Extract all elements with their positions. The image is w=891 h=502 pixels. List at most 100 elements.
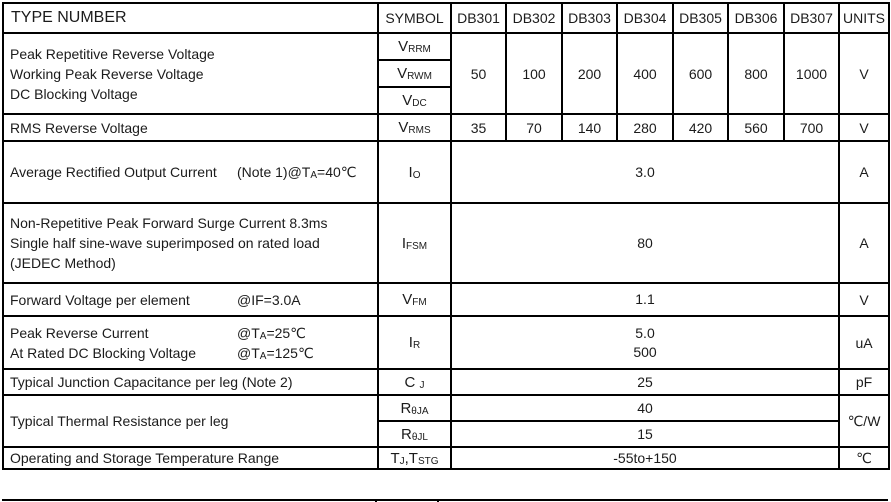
subscript: FM xyxy=(412,297,427,308)
param-forward-voltage: Forward Voltage per element @IF=3.0A xyxy=(2,282,379,317)
next-table-column-stub xyxy=(437,499,439,502)
param-line: (JEDEC Method) xyxy=(10,255,116,271)
value-rms-reverse-voltage-DB305: 420 xyxy=(672,113,729,142)
param-line: Typical Thermal Resistance per leg xyxy=(10,413,229,429)
test-condition: @TA=125℃ xyxy=(237,344,314,362)
param-line: Peak Repetitive Reverse Voltage xyxy=(10,45,215,62)
table-row-average-rectified-output-current: Average Rectified Output Current (Note 1)… xyxy=(2,140,890,204)
test-condition: (Note 1)@TA=40℃ xyxy=(237,164,357,181)
value-line: 80 xyxy=(637,234,653,251)
param-line: Operating and Storage Temperature Range xyxy=(10,450,280,466)
value-reverse-voltage-DB302: 100 xyxy=(505,32,563,115)
subscript: θJA xyxy=(411,405,429,417)
value-reverse-voltage-DB305: 600 xyxy=(672,32,729,115)
unit-junction-capacitance: pF xyxy=(838,368,890,396)
value-temperature-range: -55to+150 xyxy=(450,446,840,470)
param-line: RMS Reverse Voltage xyxy=(10,119,148,136)
symbol-surge-current: IFSM xyxy=(377,202,452,284)
table-row-reverse-current: Peak Reverse Current @TA=25℃ At Rated DC B… xyxy=(2,315,890,370)
table-row-thermal-resistance-1: RθJL 15 xyxy=(3,420,889,448)
next-table-top-border xyxy=(2,499,888,501)
symbol-forward-voltage: VFM xyxy=(377,282,452,317)
ratings-table: TYPE NUMBER SYMBOL DB301 DB302 DB303 DB304 D… xyxy=(2,2,890,470)
test-condition: @TA=25℃ xyxy=(237,324,306,342)
param-line: Forward Voltage per element @IF=3.0A xyxy=(10,291,301,308)
param-junction-capacitance: Typical Junction Capacitance per leg (No… xyxy=(2,368,379,396)
value-rms-reverse-voltage-DB301: 35 xyxy=(450,113,507,142)
param-line: Average Rectified Output Current (Note 1)… xyxy=(10,162,376,182)
param-temperature-range: Operating and Storage Temperature Range xyxy=(2,446,379,470)
unit-temperature-range: ℃ xyxy=(838,446,890,470)
param-reverse-voltage: Peak Repetitive Reverse Voltage Working P… xyxy=(2,32,379,115)
unit-rms-reverse-voltage: V xyxy=(838,113,890,142)
param-rms-reverse-voltage: RMS Reverse Voltage xyxy=(2,113,379,142)
value-forward-voltage: 1.1 xyxy=(450,282,840,317)
subscript: O xyxy=(412,169,421,181)
table-row-surge-current: Non-Repetitive Peak Forward Surge Curren… xyxy=(2,202,890,284)
value-thermal-resistance-1: 15 xyxy=(450,420,840,448)
param-line: DC Blocking Voltage xyxy=(10,85,138,102)
value-line: 25 xyxy=(637,373,653,390)
table-row-temperature-range: Operating and Storage Temperature Range T… xyxy=(2,446,890,470)
subscript: RWM xyxy=(407,71,432,82)
subscript: DC xyxy=(412,98,427,109)
symbol-reverse-current: IR xyxy=(377,315,452,370)
value-line: 1.1 xyxy=(635,291,655,307)
value-rms-reverse-voltage-DB303: 140 xyxy=(561,113,618,142)
param-line: Peak Reverse Current @TA=25℃ xyxy=(10,323,376,343)
symbol-junction-capacitance: C J xyxy=(377,368,452,396)
header-DB307: DB307 xyxy=(783,2,840,34)
subscript: RMS xyxy=(408,125,431,136)
subscript: J xyxy=(399,455,405,467)
value-rms-reverse-voltage-DB307: 700 xyxy=(783,113,840,142)
symbol-thermal-resistance-1: RθJL xyxy=(377,420,452,448)
value-reverse-voltage-DB303: 200 xyxy=(561,32,618,115)
symbol-temperature-range: TJ,TSTG xyxy=(377,446,452,470)
header-type-number: TYPE NUMBER xyxy=(2,2,379,34)
value-thermal-resistance-0: 40 xyxy=(450,394,840,422)
param-line: At Rated DC Blocking Voltage @TA=125℃ xyxy=(10,343,376,363)
value-surge-current: 80 xyxy=(450,202,840,284)
table-row-reverse-voltage-2: VDC xyxy=(3,86,889,115)
symbol-rms-reverse-voltage: VRMS xyxy=(377,113,452,142)
value-rms-reverse-voltage-DB302: 70 xyxy=(505,113,563,142)
value-line: 3.0 xyxy=(635,163,655,180)
value-average-rectified-output-current: 3.0 xyxy=(450,140,840,204)
header-DB305: DB305 xyxy=(672,2,729,34)
value-reverse-current: 5.0 500 xyxy=(450,315,840,370)
table-row-rms-reverse-voltage: RMS Reverse Voltage VRMS 35 70 140 280 420 560 7… xyxy=(2,113,890,142)
value-reverse-voltage-DB307: 1000 xyxy=(783,32,840,115)
param-line: Working Peak Reverse Voltage xyxy=(10,65,204,82)
header-row: TYPE NUMBER SYMBOL DB301 DB302 DB303 DB304 D… xyxy=(2,2,890,34)
value-reverse-voltage-DB301: 50 xyxy=(450,32,507,115)
symbol-average-rectified-output-current: IO xyxy=(377,140,452,204)
table-row-forward-voltage: Forward Voltage per element @IF=3.0A VFM 1.… xyxy=(2,282,890,317)
unit-reverse-current: uA xyxy=(838,315,890,370)
subscript: RRM xyxy=(408,44,431,55)
param-line: Single half sine-wave superimposed on ra… xyxy=(10,235,320,251)
param-line: Non-Repetitive Peak Forward Surge Curren… xyxy=(10,215,328,231)
header-units: UNITS xyxy=(838,2,890,34)
symbol-reverse-voltage-1: VRWM xyxy=(377,59,452,88)
next-table-column-stub xyxy=(375,499,377,502)
unit-forward-voltage: V xyxy=(838,282,890,317)
subscript: θJL xyxy=(411,431,428,443)
value-rms-reverse-voltage-DB306: 560 xyxy=(727,113,785,142)
subscript: J xyxy=(419,379,425,391)
param-reverse-current: Peak Reverse Current @TA=25℃ At Rated DC B… xyxy=(2,315,379,370)
value-line: -55to+150 xyxy=(613,449,677,466)
table-row-thermal-resistance-0: Typical Thermal Resistance per leg RθJA 40… xyxy=(2,394,890,448)
header-symbol: SYMBOL xyxy=(377,2,452,34)
header-DB302: DB302 xyxy=(505,2,563,34)
param-surge-current: Non-Repetitive Peak Forward Surge Curren… xyxy=(2,202,379,284)
table-row-junction-capacitance: Typical Junction Capacitance per leg (No… xyxy=(2,368,890,396)
value-rms-reverse-voltage-DB304: 280 xyxy=(616,113,674,142)
header-DB304: DB304 xyxy=(616,2,674,34)
symbol-reverse-voltage-0: VRRM xyxy=(377,32,452,61)
param-average-rectified-output-current: Average Rectified Output Current (Note 1)… xyxy=(2,140,379,204)
table-row-reverse-voltage-0: Peak Repetitive Reverse Voltage Working P… xyxy=(2,32,890,115)
value-reverse-voltage-DB304: 400 xyxy=(616,32,674,115)
header-DB303: DB303 xyxy=(561,2,618,34)
unit-surge-current: A xyxy=(838,202,890,284)
value-junction-capacitance: 25 xyxy=(450,368,840,396)
